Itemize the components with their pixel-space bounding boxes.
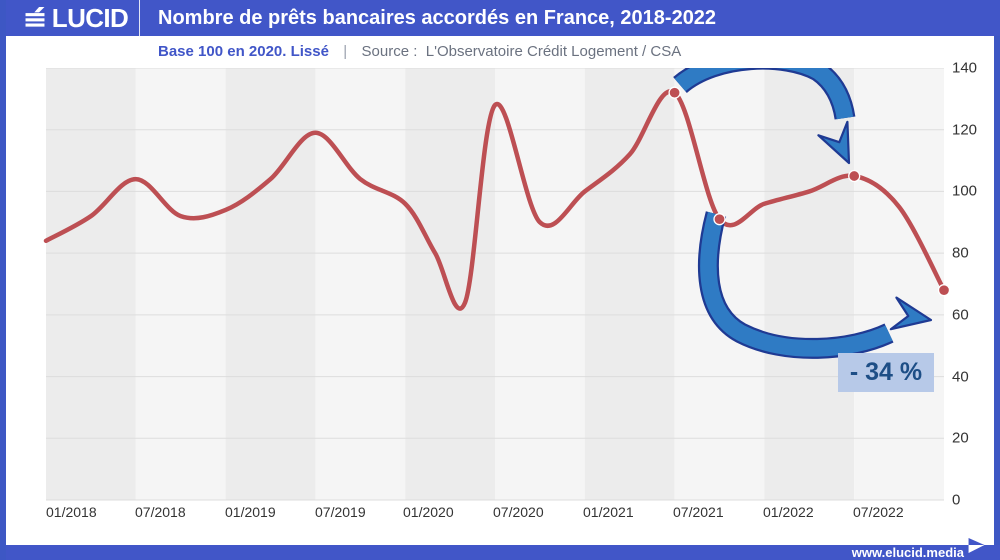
svg-text:- 34 %: - 34 % bbox=[850, 358, 922, 386]
